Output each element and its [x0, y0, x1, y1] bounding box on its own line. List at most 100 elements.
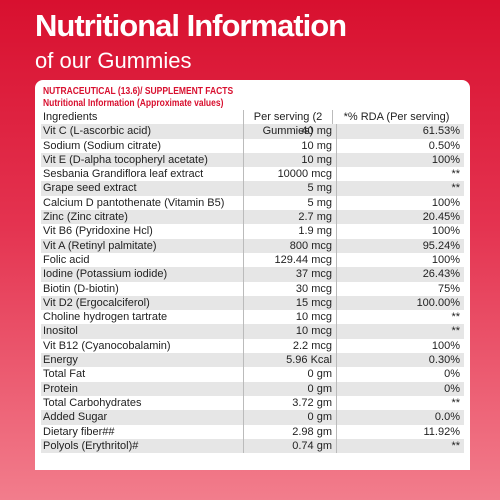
card-heading: NUTRACEUTICAL (13.6)/ SUPPLEMENT FACTS: [43, 86, 234, 97]
table-cell: 30 mcg: [244, 281, 337, 296]
table-cell: 15 mcg: [244, 295, 337, 311]
table-cell: Total Fat: [41, 367, 244, 382]
table-cell: **: [451, 439, 460, 452]
table-cell: Added Sugar: [41, 410, 244, 425]
table-cell: **: [451, 325, 460, 338]
table-cell: 11.92%: [423, 425, 461, 438]
table-cell: **: [451, 182, 460, 195]
table-cell: 5.96 Kcal: [244, 353, 337, 368]
table-row: Folic acid 129.44 mcg 100%: [41, 252, 464, 268]
table-cell: Biotin (D-biotin): [41, 281, 244, 296]
table-cell: 95.24%: [422, 239, 460, 252]
table-cell: 800 mcg: [244, 238, 337, 253]
table-cell: Vit D2 (Ergocalciferol): [41, 295, 244, 311]
subtitle: of our Gummies: [35, 48, 192, 73]
card-subheading: Nutritional Information (Approximate val…: [43, 98, 224, 109]
table-cell: 10 mg: [244, 138, 337, 153]
table-cell: **: [451, 396, 460, 409]
table-row: Total Carbohydrates 3.72 gm **: [41, 395, 464, 411]
table-cell: Vit A (Retinyl palmitate): [41, 238, 244, 253]
column-header: *% RDA (Per serving): [343, 111, 450, 123]
table-row: Inositol 10 mcg **: [41, 324, 464, 339]
table-cell: 0 gm: [244, 367, 337, 382]
table-cell: Total Carbohydrates: [41, 395, 244, 411]
table-row: Calcium D pantothenate (Vitamin B5) 5 mg 1…: [41, 195, 464, 211]
table-row: Protein 0 gm 0%: [41, 381, 464, 396]
table-cell: 100.00%: [416, 296, 460, 309]
table-cell: 2.98 gm: [244, 424, 337, 439]
table-row: Zinc (Zinc citrate) 2.7 mg 20.45%: [41, 210, 464, 225]
table-cell: Vit B12 (Cyanocobalamin): [41, 338, 244, 354]
table-row: Iodine (Potassium iodide) 37 mcg 26.43%: [41, 267, 464, 282]
facts-card: NUTRACEUTICAL (13.6)/ SUPPLEMENT FACTS N…: [35, 80, 470, 470]
table-cell: 2.7 mg: [244, 210, 337, 225]
table-row: Vit E (D-alpha tocopheryl acetate) 10 mg 1…: [41, 152, 464, 168]
table-cell: 40 mg: [244, 124, 337, 139]
table-cell: 37 mcg: [244, 267, 337, 282]
table-row: Grape seed extract 5 mg **: [41, 181, 464, 196]
table-cell: Inositol: [41, 324, 244, 339]
table-cell: 100%: [431, 196, 460, 209]
table-cell: Sesbania Grandiflora leaf extract: [41, 167, 244, 182]
table-cell: 3.72 gm: [244, 395, 337, 411]
table-cell: 0.0%: [434, 411, 460, 424]
table-cell: Polyols (Erythritol)#: [41, 438, 244, 454]
table-row: Energy 5.96 Kcal 0.30%: [41, 353, 464, 368]
table-cell: Sodium (Sodium citrate): [41, 138, 244, 153]
table-row: Biotin (D-biotin) 30 mcg 75%: [41, 281, 464, 296]
table-cell: 129.44 mcg: [244, 252, 337, 268]
table-cell: 100%: [431, 153, 460, 166]
table-row: Vit A (Retinyl palmitate) 800 mcg 95.24%: [41, 238, 464, 253]
table-cell: 5 mg: [244, 181, 337, 196]
table-row: Polyols (Erythritol)# 0.74 gm **: [41, 438, 464, 454]
table-cell: **: [451, 168, 460, 181]
table-cell: Vit E (D-alpha tocopheryl acetate): [41, 152, 244, 168]
table-cell: 0.74 gm: [244, 438, 337, 454]
table-row: Sesbania Grandiflora leaf extract 10000 m…: [41, 167, 464, 182]
table-row: Vit B12 (Cyanocobalamin) 2.2 mcg 100%: [41, 338, 464, 354]
table-cell: Choline hydrogen tartrate: [41, 310, 244, 325]
table-cell: Energy: [41, 353, 244, 368]
table-row: Vit D2 (Ergocalciferol) 15 mcg 100.00%: [41, 295, 464, 311]
table-cell: 100%: [431, 225, 460, 238]
table-cell: Calcium D pantothenate (Vitamin B5): [41, 195, 244, 211]
table-header: Ingredients Per serving (2 Gummies) *% RDA…: [41, 110, 464, 137]
table-cell: 0.30%: [428, 354, 460, 367]
facts-table: Ingredients Per serving (2 Gummies) *% RDA…: [41, 110, 464, 454]
table-cell: Dietary fiber##: [41, 424, 244, 439]
table-row: Vit B6 (Pyridoxine Hcl) 1.9 mg 100%: [41, 224, 464, 239]
table-cell: 100%: [431, 339, 460, 352]
table-row: Choline hydrogen tartrate 10 mcg **: [41, 310, 464, 325]
table-cell: 5 mg: [244, 195, 337, 211]
table-cell: 26.43%: [422, 268, 460, 281]
table-cell: Vit B6 (Pyridoxine Hcl): [41, 224, 244, 239]
table-cell: 0%: [444, 368, 460, 381]
table-cell: Protein: [41, 381, 244, 396]
table-cell: 75%: [437, 282, 460, 295]
table-cell: 2.2 mcg: [244, 338, 337, 354]
table-row: Total Fat 0 gm 0%: [41, 367, 464, 382]
table-row: Added Sugar 0 gm 0.0%: [41, 410, 464, 425]
table-cell: 0.50%: [428, 139, 460, 152]
column-header: Ingredients: [41, 110, 244, 125]
table-cell: 0 gm: [244, 410, 337, 425]
table-cell: Folic acid: [41, 252, 244, 268]
table-cell: 100%: [431, 253, 460, 266]
table-cell: 10 mcg: [244, 310, 337, 325]
title: Nutritional Information: [35, 8, 347, 43]
table-cell: Iodine (Potassium iodide): [41, 267, 244, 282]
table-cell: 0%: [444, 382, 460, 395]
table-cell: 10000 mcg: [244, 167, 337, 182]
table-cell: **: [451, 311, 460, 324]
table-cell: 20.45%: [422, 211, 460, 224]
table-cell: 61.53%: [422, 125, 460, 138]
table-cell: Vit C (L-ascorbic acid): [41, 124, 244, 139]
table-cell: 0 gm: [244, 381, 337, 396]
table-cell: 1.9 mg: [244, 224, 337, 239]
column-header: Per serving (2 Gummies): [244, 110, 333, 137]
table-row: Vit C (L-ascorbic acid) 40 mg 61.53%: [41, 124, 464, 139]
table-cell: 10 mg: [244, 152, 337, 168]
table-cell: Grape seed extract: [41, 181, 244, 196]
table-cell: 10 mcg: [244, 324, 337, 339]
